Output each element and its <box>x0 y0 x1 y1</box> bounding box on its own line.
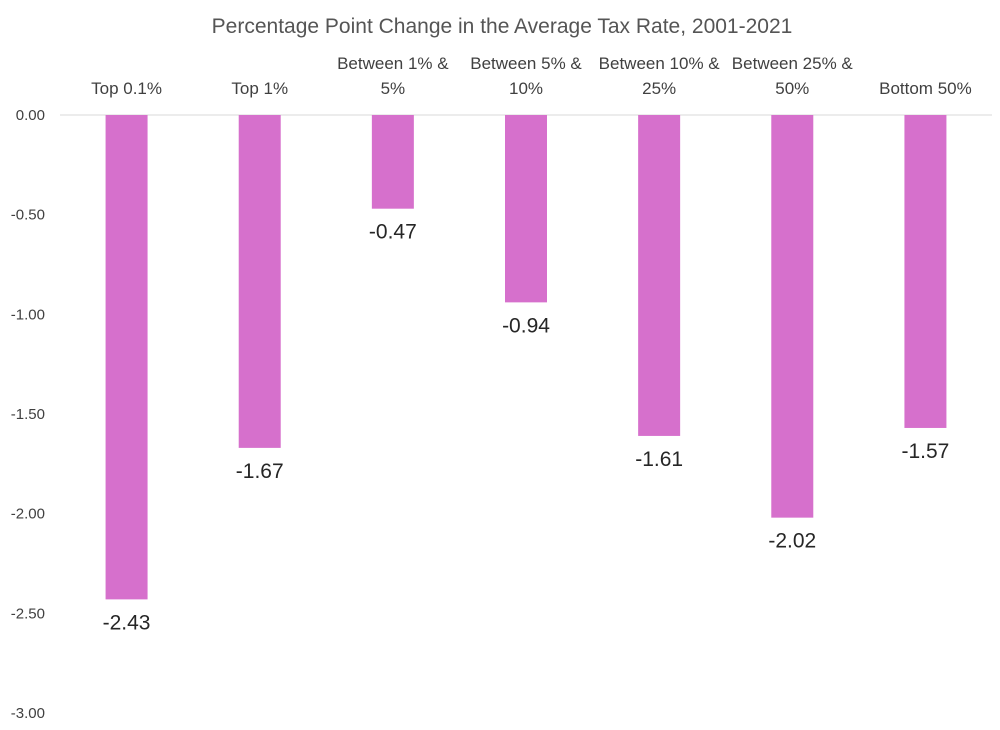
y-tick-label: 0.00 <box>16 107 45 124</box>
y-tick-label: -1.00 <box>11 306 45 323</box>
category-label: Between 10% & <box>599 54 721 73</box>
bar <box>238 115 281 448</box>
data-label: -1.67 <box>236 460 284 483</box>
y-tick-label: -2.00 <box>11 506 45 523</box>
category-label: Bottom 50% <box>879 79 972 98</box>
category-label: Between 1% & <box>337 54 449 73</box>
category-label: 50% <box>775 79 809 98</box>
bar <box>371 115 414 209</box>
bar <box>638 115 681 436</box>
bar <box>105 115 148 600</box>
chart-title: Percentage Point Change in the Average T… <box>212 15 793 38</box>
category-label: Top 0.1% <box>91 79 162 98</box>
category-label: 25% <box>642 79 676 98</box>
category-label: Top 1% <box>231 79 288 98</box>
data-labels: -2.43 -1.67 -0.47 -0.94 -1.61 -2.02 -1.57 <box>103 221 950 635</box>
data-label: -1.57 <box>901 440 949 463</box>
data-label: -2.02 <box>768 530 816 553</box>
category-label: Between 25% & <box>732 54 854 73</box>
bar <box>505 115 547 303</box>
y-tick-label: -2.50 <box>11 605 45 622</box>
y-tick-label: -3.00 <box>11 705 45 722</box>
category-label: 10% <box>509 79 543 98</box>
category-label: 5% <box>381 79 406 98</box>
y-tick-label: -0.50 <box>11 207 45 224</box>
category-labels: Top 0.1% Top 1% Between 1% & 5% Between 5% &… <box>91 54 972 98</box>
data-label: -2.43 <box>103 611 151 634</box>
category-label: Between 5% & <box>470 54 582 73</box>
y-tick-label: -1.50 <box>11 406 45 423</box>
data-label: -0.94 <box>502 314 550 337</box>
bar <box>771 115 814 518</box>
y-axis: 0.00 -0.50 -1.00 -1.50 -2.00 -2.50 -3.00 <box>11 107 45 722</box>
data-label: -0.47 <box>369 221 417 244</box>
data-label: -1.61 <box>635 448 683 471</box>
bar <box>904 115 947 428</box>
bars <box>105 115 947 600</box>
